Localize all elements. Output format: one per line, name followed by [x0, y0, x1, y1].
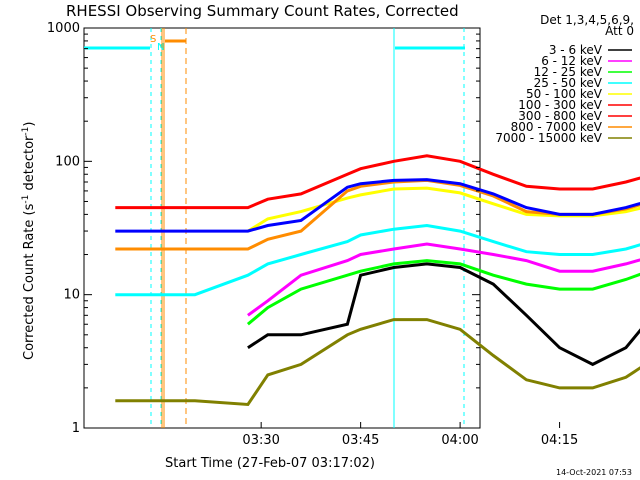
timestamp: 14-Oct-2021 07:53: [556, 468, 632, 477]
legend-label-7: 800 - 7000 keV: [511, 120, 603, 134]
legend-header-1: Att 0: [605, 24, 634, 38]
y-tick-label-3: 1000: [47, 21, 80, 36]
x-tick-label-2: 04:00: [441, 433, 478, 448]
x-tick-label-1: 03:45: [342, 433, 379, 448]
legend-header-0: Det 1,3,4,5,6,9,: [540, 13, 634, 27]
series-line-1: [247, 242, 640, 317]
y-tick-label-2: 100: [55, 154, 80, 169]
y-axis-label: Corrected Count Rate (s-1 detector-1): [21, 122, 37, 360]
series-line-5: [115, 154, 640, 210]
y-tick-label-0: 1: [72, 421, 80, 436]
series-line-2: [246, 259, 640, 326]
legend-label-4: 50 - 100 keV: [526, 87, 603, 101]
legend-label-3: 25 - 50 keV: [534, 76, 603, 90]
legend-label-0: 3 - 6 keV: [549, 43, 603, 57]
x-axis-label: Start Time (27-Feb-07 03:17:02): [165, 456, 375, 471]
x-tick-label-0: 03:30: [242, 433, 279, 448]
legend-label-6: 300 - 800 keV: [518, 109, 602, 123]
legend-label-8: 7000 - 15000 keV: [495, 131, 602, 145]
legend-label-2: 12 - 25 keV: [534, 65, 603, 79]
y-tick-label-1: 10: [63, 288, 80, 303]
legend-label-1: 6 - 12 keV: [541, 54, 603, 68]
y-axis-ticks: 1 10 100 1000: [47, 21, 480, 436]
overlay-layer: SN: [84, 28, 465, 428]
series-layer: [115, 154, 640, 407]
series-line-blue: [115, 178, 640, 233]
plot-frame: [83, 27, 481, 429]
chart-title: RHESSI Observing Summary Count Rates, Co…: [66, 2, 459, 20]
series-line-3: [115, 223, 640, 297]
saa-flag: S: [150, 34, 156, 45]
series-line-8: [115, 318, 640, 407]
night-flag: N: [157, 42, 164, 53]
legend-label-5: 100 - 300 keV: [518, 98, 602, 112]
series-line-0: [247, 262, 640, 367]
x-tick-label-3: 04:15: [541, 433, 578, 448]
